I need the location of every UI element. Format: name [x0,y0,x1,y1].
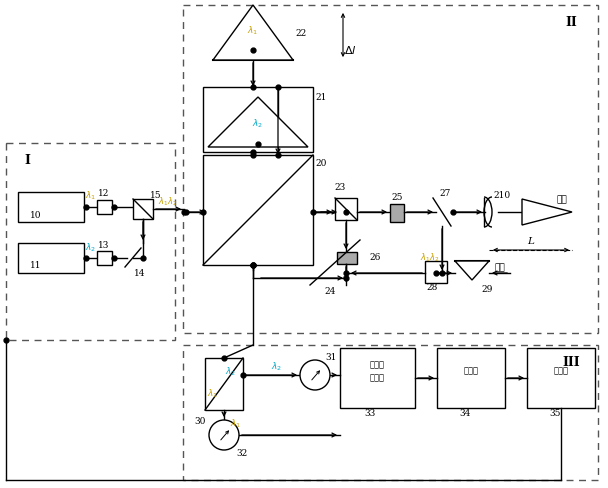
Text: 21: 21 [316,93,326,102]
Bar [18,192,84,222]
Polygon shape [455,261,489,280]
Text: 14: 14 [134,269,146,279]
Bar [425,261,447,283]
Bar [337,252,357,264]
Text: 29: 29 [482,285,492,294]
Text: $\lambda_1$: $\lambda_1$ [85,190,97,202]
Text: $\lambda_2$: $\lambda_2$ [271,361,283,373]
Polygon shape [208,97,308,147]
Text: 31: 31 [325,352,337,362]
Text: 控制器: 控制器 [553,366,568,375]
Text: $\lambda_1$: $\lambda_1$ [230,418,241,430]
Text: 近端: 近端 [495,264,505,272]
Text: $\lambda_2$: $\lambda_2$ [86,242,97,254]
Text: $\lambda_2$: $\lambda_2$ [252,118,263,130]
Text: $\lambda_1\lambda_2$: $\lambda_1\lambda_2$ [420,252,440,264]
Text: 26: 26 [369,253,381,263]
Text: 远端: 远端 [557,196,567,204]
Text: 210: 210 [494,191,511,201]
Polygon shape [522,199,572,225]
Text: 集模块: 集模块 [370,373,384,383]
Bar [6,143,175,340]
Text: 10: 10 [30,210,42,220]
Bar [18,243,84,273]
Text: 13: 13 [98,241,109,249]
Text: $\lambda_2$: $\lambda_2$ [226,366,237,378]
Circle shape [209,420,239,450]
Text: II: II [565,16,577,28]
Text: 11: 11 [30,262,42,270]
Circle shape [300,360,330,390]
Bar [97,251,112,265]
Text: 23: 23 [334,183,345,192]
Bar [437,348,505,408]
Text: 34: 34 [459,409,471,419]
Bar [97,200,112,214]
Text: $\lambda_1$: $\lambda_1$ [207,388,219,400]
Text: 27: 27 [440,189,451,199]
Text: 28: 28 [426,284,438,292]
Text: L: L [528,238,534,246]
Bar [203,87,313,152]
Text: 35: 35 [549,409,561,419]
Bar [335,198,357,220]
Bar [183,5,598,333]
Text: 15: 15 [150,190,162,200]
Text: 32: 32 [237,448,247,458]
Polygon shape [213,5,293,60]
Text: $\lambda_1$: $\lambda_1$ [247,25,258,37]
Text: 20: 20 [316,159,326,167]
Bar [205,358,243,410]
Bar [340,348,415,408]
Bar [133,199,153,219]
Text: $\Delta l$: $\Delta l$ [344,44,356,56]
Bar [527,348,595,408]
Text: III: III [562,355,580,368]
Text: 22: 22 [295,28,306,38]
Text: 33: 33 [364,409,376,419]
Text: 24: 24 [324,287,336,297]
Text: 数据采: 数据采 [370,361,384,369]
Text: I: I [24,154,30,166]
Text: 30: 30 [195,418,206,427]
Text: 12: 12 [98,189,109,199]
Text: 计算机: 计算机 [463,366,478,375]
Bar [183,345,598,480]
Text: 25: 25 [392,192,402,202]
Bar [203,155,313,265]
Bar [390,204,404,222]
Text: $\lambda_1\lambda_2$: $\lambda_1\lambda_2$ [158,196,178,208]
